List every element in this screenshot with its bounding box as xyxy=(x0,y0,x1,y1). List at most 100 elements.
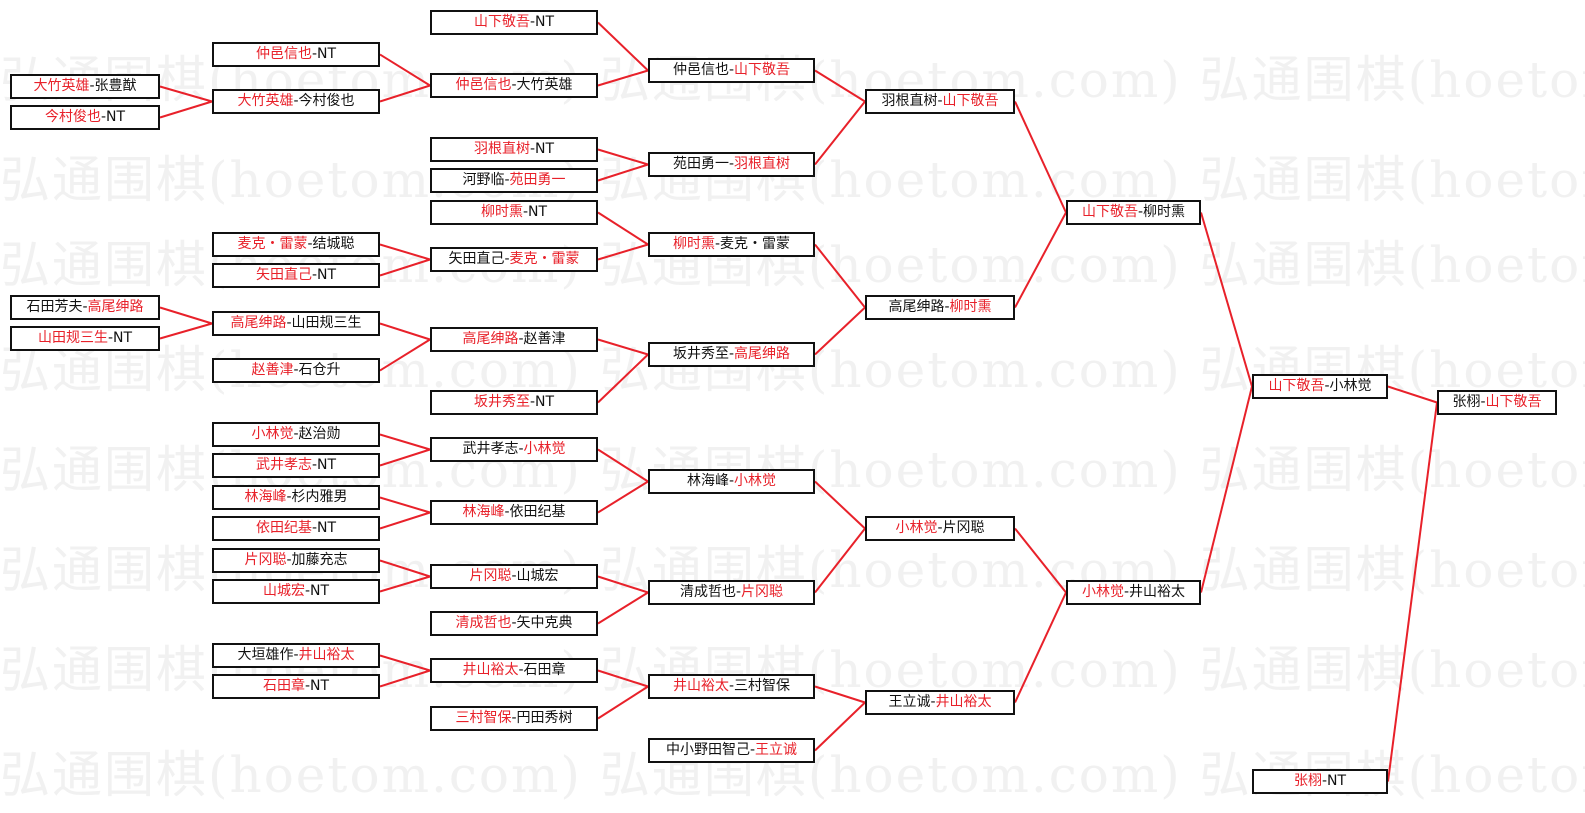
player-a: 坂井秀至 xyxy=(672,346,729,362)
separator: - xyxy=(529,394,536,410)
player-b: NT xyxy=(535,14,555,30)
player-a: 山下敬吾 xyxy=(473,14,530,30)
player-a: 高尾绅路 xyxy=(230,315,287,331)
separator: - xyxy=(1321,773,1328,789)
match-box: 井山裕太-石田章 xyxy=(430,658,598,683)
separator: - xyxy=(1480,394,1486,410)
match-box: 片冈聪-加藤充志 xyxy=(212,548,380,573)
separator: - xyxy=(304,583,311,599)
advance-line xyxy=(379,575,431,593)
match-box: 清成哲也-矢中克典 xyxy=(430,611,598,636)
separator: - xyxy=(529,14,536,30)
player-a: 武井孝志 xyxy=(255,457,312,473)
match-box: 武井孝志-NT xyxy=(212,453,380,478)
advance-line xyxy=(379,511,431,530)
player-b: 依田纪基 xyxy=(509,504,566,520)
player-b: NT xyxy=(535,141,555,157)
advance-line xyxy=(597,211,649,246)
player-a: 林海峰 xyxy=(244,489,287,505)
player-b: 张豊猷 xyxy=(94,78,137,94)
player-b: 片冈聪 xyxy=(942,520,985,536)
player-b: 山田规三生 xyxy=(291,315,362,331)
match-box: 坂井秀至-高尾绅路 xyxy=(648,342,815,367)
player-b: 小林觉 xyxy=(1329,378,1372,394)
player-a: 清成哲也 xyxy=(679,584,736,600)
player-a: 矢田直己 xyxy=(448,251,505,267)
advance-line xyxy=(159,85,213,103)
advance-line xyxy=(814,306,866,356)
player-a: 山城宏 xyxy=(262,583,305,599)
match-box: 张栩-山下敬吾 xyxy=(1437,390,1557,415)
player-a: 张栩 xyxy=(1452,394,1481,410)
player-b: 柳时熏 xyxy=(949,299,992,315)
player-b: 山下敬吾 xyxy=(734,62,791,78)
match-box: 石田芳夫-高尾绅路 xyxy=(10,295,160,320)
player-a: 大竹英雄 xyxy=(33,78,90,94)
separator: - xyxy=(735,584,742,600)
player-a: 麦克・雷蒙 xyxy=(237,236,308,252)
player-b: 今村俊也 xyxy=(298,93,355,109)
player-b: 结城聪 xyxy=(312,236,355,252)
player-b: 石田章 xyxy=(523,662,566,678)
match-box: 依田纪基-NT xyxy=(212,516,380,541)
match-box: 今村俊也-NT xyxy=(10,105,160,130)
separator: - xyxy=(293,426,299,442)
player-a: 柳时熏 xyxy=(672,236,715,252)
advance-line xyxy=(597,243,649,261)
player-b: 王立诚 xyxy=(755,742,798,758)
player-b: 羽根直树 xyxy=(734,156,791,172)
separator: - xyxy=(1123,584,1130,600)
separator: - xyxy=(518,441,524,457)
player-a: 赵善津 xyxy=(251,362,294,378)
player-a: 高尾绅路 xyxy=(888,299,945,315)
advance-line xyxy=(814,527,866,594)
player-b: NT xyxy=(317,457,337,473)
player-b: 苑田勇一 xyxy=(509,172,566,188)
match-box: 片冈聪-山城宏 xyxy=(430,564,598,589)
advance-line xyxy=(814,243,866,309)
player-a: 石田芳夫 xyxy=(26,299,83,315)
match-box: 大竹英雄-张豊猷 xyxy=(10,74,160,99)
player-a: 仲邑信也 xyxy=(255,46,312,62)
advance-line xyxy=(159,322,213,340)
advance-line xyxy=(379,496,431,514)
separator: - xyxy=(714,236,721,252)
advance-line xyxy=(379,322,431,341)
player-a: 井山裕太 xyxy=(672,678,729,694)
match-box: 柳时熏-NT xyxy=(430,200,598,225)
separator: - xyxy=(728,678,735,694)
advance-line xyxy=(597,448,649,483)
player-b: 円田秀树 xyxy=(516,710,573,726)
player-a: 中小野田智己 xyxy=(665,742,750,758)
match-box: 林海峰-小林觉 xyxy=(648,469,815,494)
separator: - xyxy=(749,742,756,758)
advance-line xyxy=(1387,402,1438,782)
separator: - xyxy=(511,77,517,93)
advance-line xyxy=(597,69,649,87)
player-a: 仲邑信也 xyxy=(455,77,512,93)
separator: - xyxy=(293,93,299,109)
player-a: 三村智保 xyxy=(455,710,512,726)
separator: - xyxy=(944,299,950,315)
player-a: 河野临 xyxy=(462,172,505,188)
player-b: 小林觉 xyxy=(734,473,777,489)
advance-line xyxy=(379,258,431,277)
match-box: 武井孝志-小林觉 xyxy=(430,437,598,462)
player-b: NT xyxy=(310,583,330,599)
separator: - xyxy=(1137,204,1144,220)
advance-line xyxy=(597,669,649,688)
player-a: 井山裕太 xyxy=(462,662,519,678)
player-a: 大竹英雄 xyxy=(237,93,294,109)
match-box: 山田规三生-NT xyxy=(10,326,160,351)
match-box: 高尾绅路-柳时熏 xyxy=(865,295,1015,320)
separator: - xyxy=(311,46,318,62)
player-b: NT xyxy=(310,678,330,694)
match-box: 高尾绅路-赵善津 xyxy=(430,327,598,352)
player-b: 井山裕太 xyxy=(935,694,992,710)
advance-line xyxy=(379,448,431,467)
player-a: 清成哲也 xyxy=(455,615,512,631)
separator: - xyxy=(728,62,735,78)
player-a: 山下敬吾 xyxy=(1081,204,1138,220)
match-box: 小林觉-井山裕太 xyxy=(1066,580,1201,605)
match-box: 矢田直己-NT xyxy=(212,263,380,288)
